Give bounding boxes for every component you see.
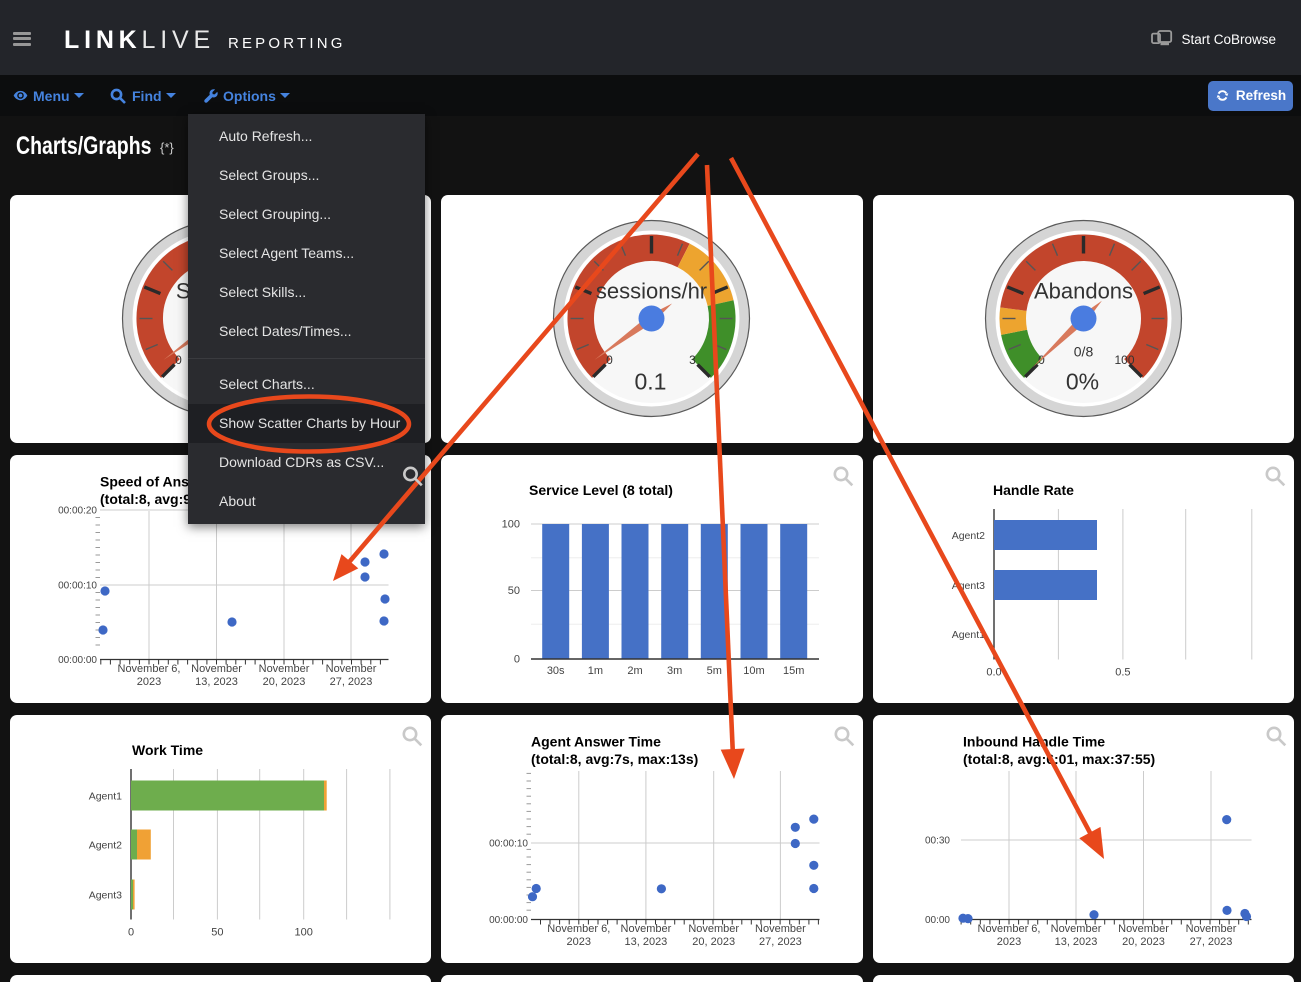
svg-text:Abandons: Abandons (1033, 279, 1132, 304)
svg-text:0: 0 (606, 353, 613, 367)
svg-text:13, 2023: 13, 2023 (1054, 936, 1097, 948)
svg-text:November 6,: November 6, (117, 663, 180, 675)
svg-text:(total:8, avg:6:01, max:37:55): (total:8, avg:6:01, max:37:55) (963, 751, 1155, 767)
svg-text:November: November (1050, 923, 1101, 935)
svg-text:Handle Rate: Handle Rate (993, 482, 1074, 498)
svg-text:0%: 0% (1065, 369, 1098, 395)
svg-text:Service Level (8 total): Service Level (8 total) (529, 482, 673, 498)
svg-text:November: November (1185, 923, 1236, 935)
svg-text:00:00:00: 00:00:00 (489, 915, 528, 926)
svg-text:27, 2023: 27, 2023 (1189, 936, 1232, 948)
svg-text:100: 100 (1114, 353, 1134, 367)
svg-text:Agent3: Agent3 (88, 890, 121, 902)
svg-text:13, 2023: 13, 2023 (195, 676, 238, 688)
svg-text:2m: 2m (627, 665, 642, 677)
svg-text:Agent2: Agent2 (88, 840, 121, 852)
svg-text:27, 2023: 27, 2023 (329, 676, 372, 688)
svg-text:Agent1: Agent1 (951, 629, 984, 641)
svg-text:00:00:00: 00:00:00 (58, 655, 97, 666)
svg-text:20, 2023: 20, 2023 (1122, 936, 1165, 948)
svg-text:November 6,: November 6, (977, 923, 1040, 935)
svg-text:sessions/hr: sessions/hr (596, 279, 707, 304)
svg-text:00:00:20: 00:00:20 (58, 506, 97, 517)
svg-text:27, 2023: 27, 2023 (759, 936, 802, 948)
svg-text:0: 0 (127, 927, 133, 939)
svg-text:50: 50 (211, 927, 223, 939)
svg-text:3m: 3m (667, 665, 682, 677)
svg-text:50: 50 (508, 585, 520, 597)
svg-text:0.5: 0.5 (1115, 667, 1130, 679)
svg-text:0.1: 0.1 (635, 369, 667, 395)
svg-text:November: November (755, 923, 806, 935)
svg-text:2023: 2023 (567, 936, 591, 948)
svg-text:30s: 30s (547, 665, 565, 677)
svg-text:(total:8, avg:7s, max:13s): (total:8, avg:7s, max:13s) (531, 751, 698, 767)
svg-text:November: November (1118, 923, 1169, 935)
svg-text:November 6,: November 6, (547, 923, 610, 935)
svg-text:November: November (258, 663, 309, 675)
svg-text:5m: 5m (707, 665, 722, 677)
svg-text:20, 2023: 20, 2023 (262, 676, 305, 688)
svg-text:Agent1: Agent1 (88, 791, 121, 803)
svg-text:3: 3 (689, 353, 696, 367)
svg-text:20, 2023: 20, 2023 (692, 936, 735, 948)
svg-text:2023: 2023 (136, 676, 160, 688)
svg-text:November: November (688, 923, 739, 935)
svg-text:00:00:10: 00:00:10 (58, 581, 97, 592)
svg-text:0/8: 0/8 (1073, 344, 1093, 360)
svg-text:Agent Answer Time: Agent Answer Time (531, 734, 661, 750)
svg-text:00:00:10: 00:00:10 (489, 839, 528, 850)
svg-text:100: 100 (502, 519, 520, 531)
svg-text:2023: 2023 (996, 936, 1020, 948)
svg-text:00:00: 00:00 (924, 915, 949, 926)
svg-text:Inbound Handle Time: Inbound Handle Time (963, 734, 1105, 750)
svg-text:Speed of Answer: Speed of Answer (100, 474, 214, 490)
svg-text:00:30: 00:30 (924, 836, 949, 847)
svg-text:100: 100 (294, 927, 312, 939)
svg-text:13, 2023: 13, 2023 (624, 936, 667, 948)
svg-text:November: November (621, 923, 672, 935)
svg-text:1m: 1m (588, 665, 603, 677)
svg-text:0: 0 (514, 654, 520, 666)
svg-text:Work Time: Work Time (132, 742, 203, 758)
svg-text:0: 0 (175, 353, 182, 367)
svg-text:10m: 10m (743, 665, 764, 677)
svg-text:Agent2: Agent2 (951, 530, 984, 542)
svg-text:Agent3: Agent3 (951, 580, 984, 592)
svg-text:November: November (325, 663, 376, 675)
svg-text:15m: 15m (783, 665, 804, 677)
svg-text:November: November (191, 663, 242, 675)
svg-text:0.0: 0.0 (986, 667, 1001, 679)
